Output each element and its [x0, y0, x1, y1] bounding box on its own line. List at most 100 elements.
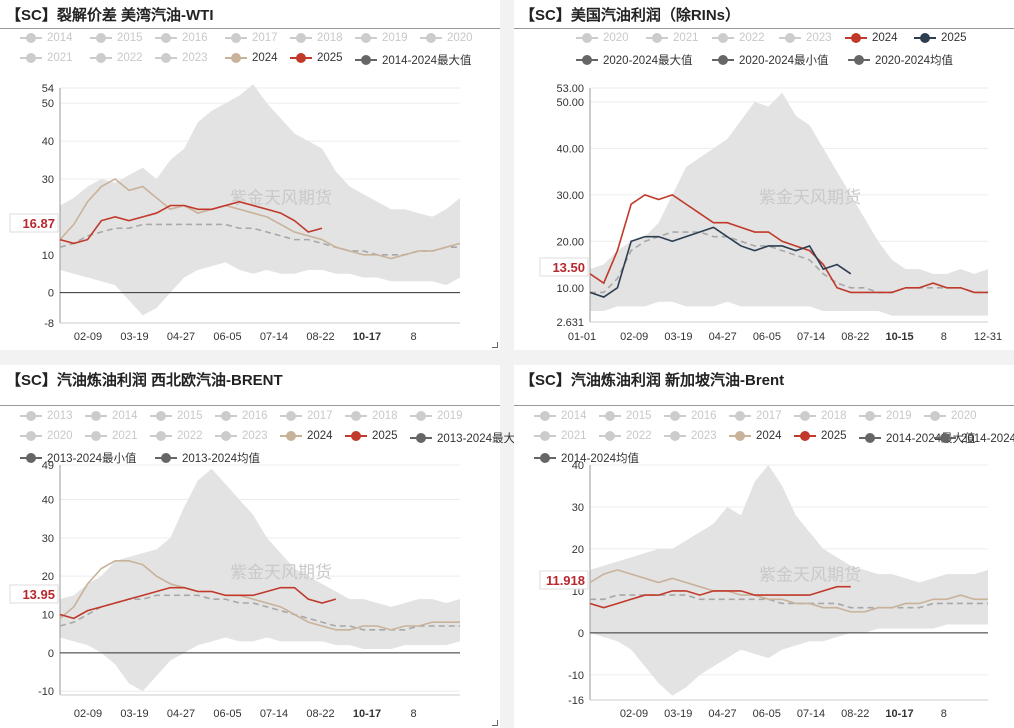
range-band: [590, 92, 988, 316]
legend-item[interactable]: 2025: [794, 430, 847, 442]
legend-item[interactable]: 2014-2024最大值: [859, 430, 976, 446]
legend-label: 2025: [821, 430, 847, 442]
legend-item[interactable]: 2013-2024均值: [155, 450, 260, 466]
panel-title: 【SC】汽油炼油利润 新加坡汽油-Brent: [520, 372, 785, 389]
legend-marker: [215, 411, 237, 421]
legend-item[interactable]: 2021: [646, 32, 699, 44]
legend-label: 2022: [117, 52, 143, 64]
legend-label: 2023: [182, 52, 208, 64]
legend-item[interactable]: 2014-2024均值: [534, 450, 639, 466]
legend-item[interactable]: 2014: [85, 410, 138, 422]
legend-item[interactable]: 2020: [576, 32, 629, 44]
legend-label: 2020-2024最小值: [739, 55, 829, 67]
legend-item[interactable]: 2020-2024最小值: [712, 52, 829, 68]
legend-item[interactable]: 2022: [90, 52, 143, 64]
legend-item[interactable]: 2020-2024最大值: [576, 52, 693, 68]
legend-item[interactable]: 2013: [20, 410, 73, 422]
legend-item[interactable]: 2017: [225, 32, 278, 44]
legend-label: 2023: [691, 430, 717, 442]
legend-marker: [155, 53, 177, 63]
legend-item[interactable]: 2024: [729, 430, 782, 442]
legend-item[interactable]: 2016: [155, 32, 208, 44]
legend-item[interactable]: 2018: [290, 32, 343, 44]
y-tick-label: 10: [42, 610, 54, 622]
legend-item[interactable]: 2015: [150, 410, 203, 422]
legend-item[interactable]: 2021: [85, 430, 138, 442]
legend-item[interactable]: 2020-2024均值: [848, 52, 953, 68]
legend-label: 2021: [561, 430, 587, 442]
legend-label: 2021: [112, 430, 138, 442]
legend-marker: [90, 33, 112, 43]
legend-label: 2019: [437, 410, 463, 422]
legend-item[interactable]: 2025: [290, 52, 343, 64]
legend-label: 2024: [872, 32, 898, 44]
legend-label: 2014-2024最大值: [886, 433, 976, 445]
avg-line: [59, 223, 460, 256]
legend-item[interactable]: 2018: [794, 410, 847, 422]
legend-item[interactable]: 2025: [345, 430, 398, 442]
x-tick-label: 08-22: [306, 708, 334, 720]
legend-marker: [345, 431, 367, 441]
legend-item[interactable]: 2014-2024最小值: [934, 430, 1014, 446]
x-tick-label: 8: [410, 708, 416, 720]
legend-item[interactable]: 2024: [845, 32, 898, 44]
chart-panel-wti: 【SC】裂解价差 美湾汽油-WTI 2014 2015 2016 2017 2018 20…: [0, 0, 500, 350]
legend-item[interactable]: 2024: [280, 430, 333, 442]
current-value-box: [539, 570, 589, 590]
series-2025-line: [589, 585, 851, 609]
x-tick-label: 8: [941, 708, 947, 720]
y-tick-label: 30: [42, 533, 54, 545]
legend-label: 2014-2024最大值: [382, 55, 472, 67]
legend-item[interactable]: 2022: [599, 430, 652, 442]
legend-marker: [664, 411, 686, 421]
legend-item[interactable]: 2023: [779, 32, 832, 44]
panel-title: 【SC】美国汽油利润（除RINs）: [520, 7, 741, 24]
legend-marker: [599, 411, 621, 421]
legend-item[interactable]: 2019: [859, 410, 912, 422]
legend-item[interactable]: 2014-2024最大值: [355, 52, 472, 68]
legend-item[interactable]: 2014: [20, 32, 73, 44]
legend-item[interactable]: 2025: [914, 32, 967, 44]
legend-marker: [576, 33, 598, 43]
legend-item[interactable]: 2013-2024最大值: [410, 430, 527, 446]
legend-item[interactable]: 2023: [155, 52, 208, 64]
legend-item[interactable]: 2017: [280, 410, 333, 422]
legend-label: 2020: [603, 32, 629, 44]
y-tick-label: 20: [572, 544, 584, 556]
legend-item[interactable]: 2018: [345, 410, 398, 422]
legend-item[interactable]: 2020: [20, 430, 73, 442]
legend-item[interactable]: 2024: [225, 52, 278, 64]
legend-label: 2022: [626, 430, 652, 442]
legend-item[interactable]: 2013-2024最小值: [20, 450, 137, 466]
legend-item[interactable]: 2023: [664, 430, 717, 442]
x-tick-label: 06-05: [753, 708, 781, 720]
legend-item[interactable]: 2014: [534, 410, 587, 422]
legend-marker: [534, 453, 556, 463]
legend-marker: [20, 431, 42, 441]
legend-item[interactable]: 2016: [215, 410, 268, 422]
legend-item[interactable]: 2019: [410, 410, 463, 422]
legend-item[interactable]: 2021: [534, 430, 587, 442]
panel-title: 【SC】汽油炼油利润 西北欧汽油-BRENT: [6, 372, 283, 389]
x-tick-label: 04-27: [708, 708, 736, 720]
legend-item[interactable]: 2020: [420, 32, 473, 44]
legend-label: 2021: [47, 52, 73, 64]
y-tick-label: 2.631: [556, 317, 584, 329]
legend-label: 2014: [561, 410, 587, 422]
series-2025-line: [59, 200, 323, 245]
legend-item[interactable]: 2017: [729, 410, 782, 422]
y-tick-label: 49: [42, 460, 54, 472]
legend-item[interactable]: 2015: [90, 32, 143, 44]
y-tick-label: 20.00: [556, 236, 584, 248]
legend-item[interactable]: 2021: [20, 52, 73, 64]
legend-item[interactable]: 2020: [924, 410, 977, 422]
legend-item[interactable]: 2019: [355, 32, 408, 44]
legend-item[interactable]: 2022: [712, 32, 765, 44]
legend-item[interactable]: 2023: [215, 430, 268, 442]
legend-item[interactable]: 2016: [664, 410, 717, 422]
legend-item[interactable]: 2015: [599, 410, 652, 422]
y-tick-label: 53.00: [556, 83, 584, 95]
legend-marker: [845, 33, 867, 43]
series-2024-line: [589, 569, 988, 613]
legend-item[interactable]: 2022: [150, 430, 203, 442]
